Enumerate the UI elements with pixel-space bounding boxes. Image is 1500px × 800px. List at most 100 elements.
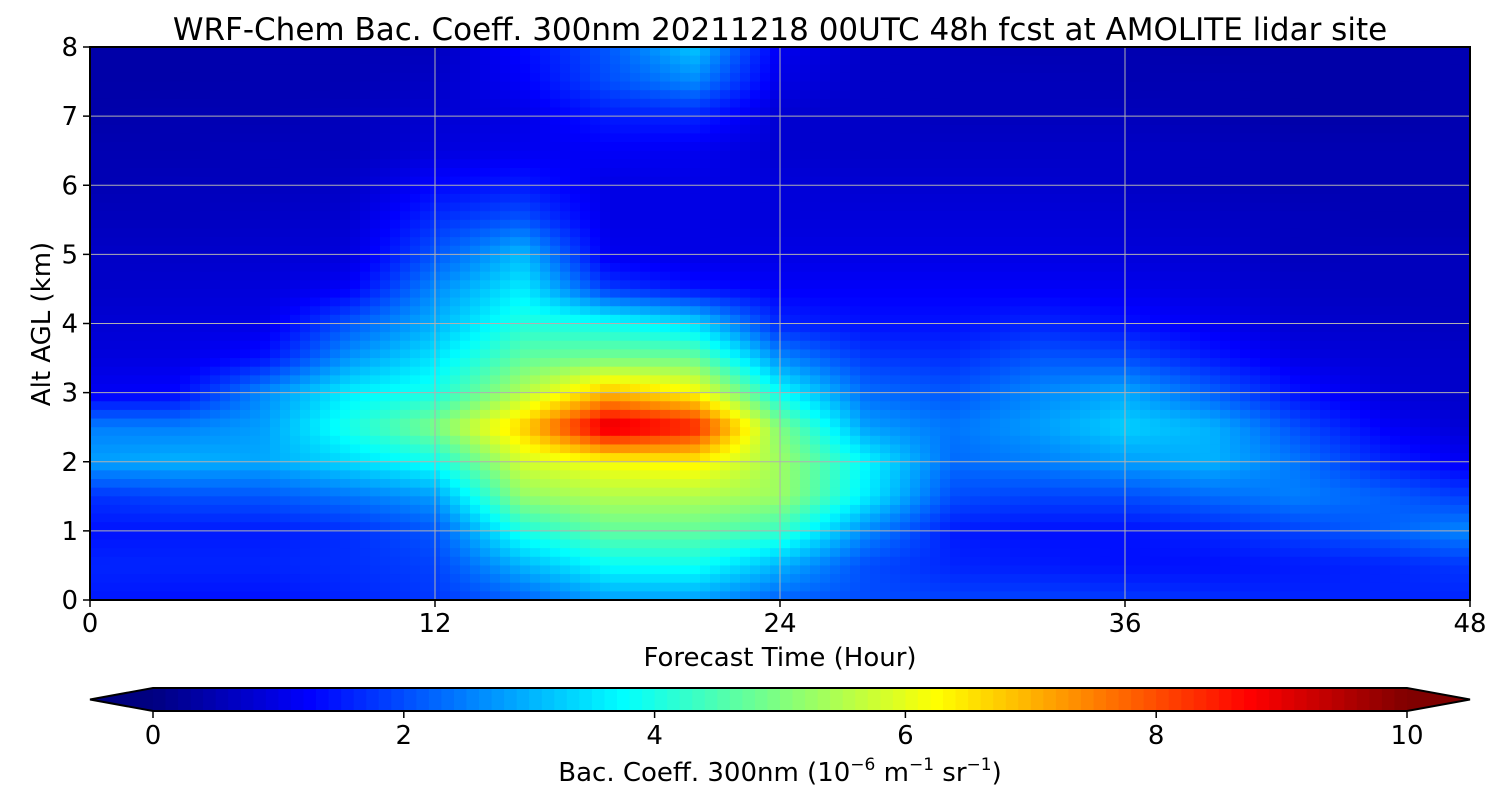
heatmap-cell [440, 314, 451, 325]
heatmap-cell [660, 107, 671, 117]
heatmap-cell [1020, 98, 1031, 109]
heatmap-cell [230, 72, 241, 83]
heatmap-cell [650, 237, 661, 247]
heatmap-cell [650, 90, 661, 100]
heatmap-cell [1130, 150, 1141, 160]
heatmap-cell [250, 314, 261, 325]
heatmap-cell [1280, 133, 1291, 143]
heatmap-cell [1030, 159, 1041, 169]
heatmap-cell [500, 219, 511, 230]
heatmap-cell [1380, 72, 1391, 83]
heatmap-cell [500, 124, 511, 135]
heatmap-cell [910, 288, 921, 299]
heatmap-cell [850, 98, 861, 109]
heatmap-cell [160, 314, 171, 325]
heatmap-cell [350, 107, 361, 117]
heatmap-cell [380, 323, 391, 333]
heatmap-cell [870, 167, 881, 178]
heatmap-cell [1270, 263, 1281, 273]
heatmap-cell [490, 297, 501, 307]
heatmap-cell [1210, 306, 1221, 316]
heatmap-cell [440, 142, 451, 152]
heatmap-cell [640, 107, 651, 117]
heatmap-cell [270, 306, 281, 316]
heatmap-cell [220, 219, 231, 230]
heatmap-cell [690, 306, 701, 316]
heatmap-cell [370, 280, 381, 290]
heatmap-cell [340, 228, 351, 238]
heatmap-cell [1150, 349, 1161, 359]
heatmap-cell [780, 64, 791, 74]
heatmap-cell [580, 314, 591, 325]
heatmap-cell [350, 64, 361, 74]
heatmap-cell [1060, 340, 1071, 351]
heatmap-cell [1310, 107, 1321, 117]
heatmap-cell [820, 228, 831, 238]
heatmap-cell [350, 55, 361, 65]
heatmap-cell [350, 263, 361, 273]
heatmap-cell [280, 254, 291, 264]
heatmap-cell [1450, 176, 1461, 186]
heatmap-cell [1000, 150, 1011, 160]
heatmap-cell [120, 280, 131, 290]
heatmap-cell [1040, 228, 1051, 238]
heatmap-cell [200, 72, 211, 83]
heatmap-cell [1110, 245, 1121, 255]
heatmap-cell [1190, 340, 1201, 351]
heatmap-cell [1080, 237, 1091, 247]
heatmap-cell [1080, 142, 1091, 152]
heatmap-cell [650, 340, 661, 351]
heatmap-cell [720, 228, 731, 238]
heatmap-cell [1150, 314, 1161, 325]
heatmap-cell [880, 237, 891, 247]
heatmap-cell [340, 116, 351, 126]
heatmap-cell [370, 314, 381, 325]
heatmap-cell [1320, 228, 1331, 238]
heatmap-cell [500, 340, 511, 351]
heatmap-cell [1350, 202, 1361, 212]
heatmap-cell [1040, 193, 1051, 204]
heatmap-cell [1140, 159, 1151, 169]
heatmap-cell [140, 280, 151, 290]
heatmap-cell [330, 314, 341, 325]
heatmap-cell [1370, 90, 1381, 100]
heatmap-cell [140, 159, 151, 169]
heatmap-cell [1010, 107, 1021, 117]
heatmap-cell [530, 64, 541, 74]
heatmap-cell [1220, 124, 1231, 135]
heatmap-cell [420, 142, 431, 152]
heatmap-cell [820, 271, 831, 281]
heatmap-cell [900, 254, 911, 264]
heatmap-cell [1360, 133, 1371, 143]
heatmap-cell [790, 332, 801, 342]
heatmap-cell [780, 55, 791, 65]
heatmap-cell [750, 150, 761, 160]
heatmap-cell [330, 116, 341, 126]
heatmap-cell [310, 202, 321, 212]
heatmap-cell [160, 55, 171, 65]
heatmap-cell [770, 306, 781, 316]
heatmap-cell [330, 150, 341, 160]
heatmap-cell [560, 245, 571, 255]
heatmap-cell [950, 254, 961, 264]
heatmap-cell [1440, 219, 1451, 230]
heatmap-cell [610, 254, 621, 264]
heatmap-cell [470, 245, 481, 255]
heatmap-cell [220, 167, 231, 178]
heatmap-cell [1160, 47, 1171, 57]
heatmap-cell [500, 202, 511, 212]
heatmap-cell [680, 142, 691, 152]
heatmap-cell [680, 306, 691, 316]
heatmap-cell [1320, 288, 1331, 299]
heatmap-cell [800, 167, 811, 178]
heatmap-cell [1090, 150, 1101, 160]
heatmap-cell [260, 332, 271, 342]
heatmap-cell [630, 72, 641, 83]
heatmap-cell [1170, 107, 1181, 117]
heatmap-cell [1220, 116, 1231, 126]
heatmap-cell [1410, 124, 1421, 135]
heatmap-cell [200, 133, 211, 143]
heatmap-cell [560, 323, 571, 333]
heatmap-cell [970, 176, 981, 186]
heatmap-cell [380, 116, 391, 126]
